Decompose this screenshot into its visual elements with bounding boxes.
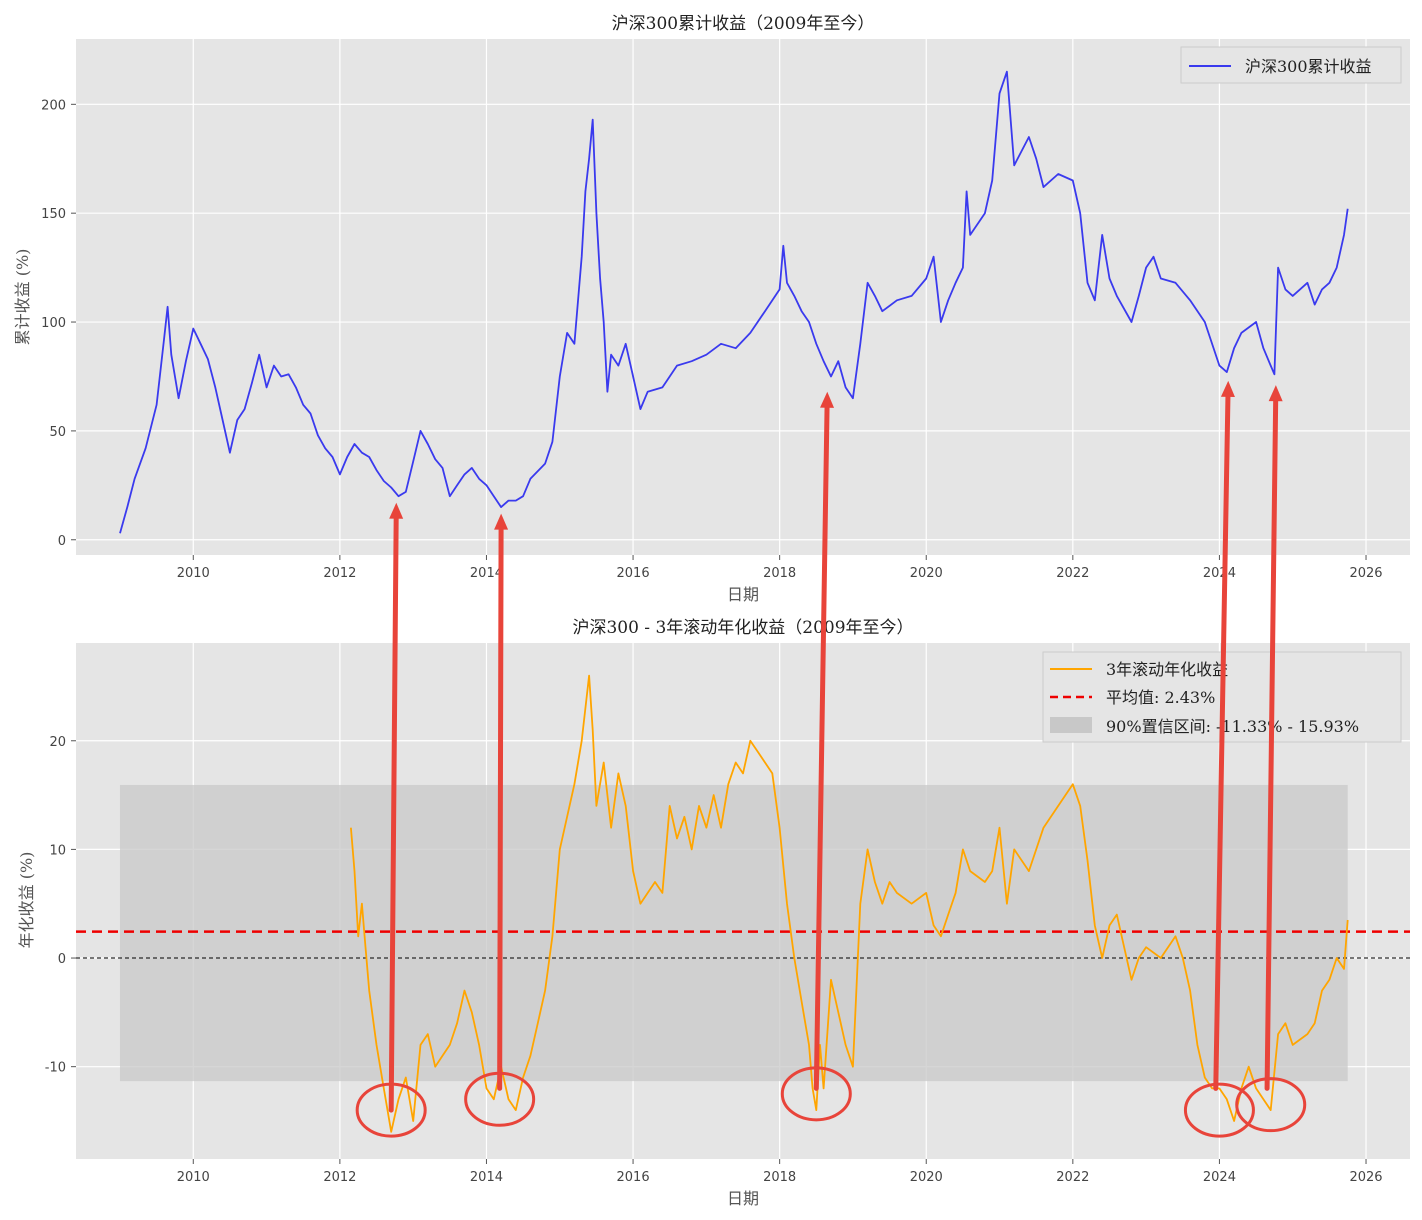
plot-area-top: [76, 39, 1410, 555]
legend-swatch-band: [1050, 717, 1092, 733]
legend-label-cumulative: 沪深300累计收益: [1245, 57, 1372, 76]
grid-top: [76, 39, 1410, 555]
x-ticks-top: 2010 2012 2014 2016 2018 2020 2022 2024 2026: [177, 555, 1383, 581]
cumulative-return-chart: 沪深300累计收益（2009年至今） 日期 累计收益 (%) 2010 2012 2…: [13, 14, 1410, 604]
legend-label-mean: 平均值: 2.43%: [1106, 688, 1215, 707]
chart-title-top: 沪深300累计收益（2009年至今）: [612, 14, 875, 34]
arrow-head: [494, 513, 509, 530]
arrow-head: [1268, 385, 1283, 402]
y-tick-label: -10: [45, 1061, 66, 1076]
y-tick-label: 100: [41, 316, 66, 331]
low-point-circle: [1235, 1077, 1307, 1133]
chart-title-bottom: 沪深300 - 3年滚动年化收益（2009年至今）: [572, 618, 913, 638]
x-tick-label: 2010: [177, 1170, 210, 1185]
x-tick-label: 2014: [470, 1170, 503, 1185]
arrow-head: [389, 502, 404, 519]
arrow-shaft: [813, 405, 830, 1091]
y-axis-label-top: 累计收益 (%): [13, 249, 32, 346]
x-tick-label: 2020: [910, 566, 943, 581]
y-tick-label: 10: [49, 843, 66, 858]
legend-top: 沪深300累计收益: [1180, 46, 1402, 84]
x-tick-label: 2018: [763, 566, 796, 581]
legend-label-rolling: 3年滚动年化收益: [1106, 660, 1228, 679]
x-tick-label: 2012: [323, 1170, 356, 1185]
annotation-arrows: [388, 380, 1283, 1113]
arrow-shaft: [497, 527, 504, 1091]
x-axis-label-top: 日期: [727, 585, 759, 604]
low-point-circle: [1183, 1082, 1255, 1138]
series-bottom: [350, 674, 1349, 1133]
arrow-shaft: [1213, 394, 1231, 1091]
y-tick-label: 200: [41, 98, 66, 113]
x-tick-label: 2016: [617, 1170, 650, 1185]
x-tick-label: 2022: [1056, 566, 1089, 581]
confidence-band: [119, 784, 1348, 1082]
x-tick-label: 2012: [323, 566, 356, 581]
x-tick-label: 2020: [910, 1170, 943, 1185]
arrow-shaft: [388, 516, 399, 1113]
arrow-head: [1220, 380, 1235, 397]
y-tick-label: 0: [58, 534, 66, 549]
x-tick-label: 2024: [1203, 1170, 1236, 1185]
y-tick-label: 0: [58, 952, 66, 967]
x-tick-label: 2022: [1056, 1170, 1089, 1185]
arrow-head: [820, 391, 835, 408]
arrow-shaft: [1264, 398, 1279, 1091]
series-top: [119, 70, 1349, 534]
x-tick-label: 2018: [763, 1170, 796, 1185]
series-line: [350, 674, 1349, 1133]
y-axis-label-bottom: 年化收益 (%): [17, 852, 36, 949]
x-tick-label: 2010: [177, 566, 210, 581]
legend-label-band: 90%置信区间: -11.33% - 15.93%: [1106, 717, 1359, 736]
y-tick-label: 20: [49, 735, 66, 750]
y-tick-label: 50: [49, 425, 66, 440]
rolling-return-chart: 沪深300 - 3年滚动年化收益（2009年至今） 日期 年化收益 (%) 20…: [17, 618, 1410, 1208]
series-line: [119, 70, 1349, 534]
x-tick-label: 2026: [1349, 1170, 1382, 1185]
y-ticks-bottom: -10 0 10 20: [45, 735, 76, 1076]
x-axis-label-bottom: 日期: [727, 1189, 759, 1208]
x-tick-label: 2024: [1203, 566, 1236, 581]
y-ticks-top: 0 50 100 150 200: [41, 98, 76, 549]
x-ticks-bottom: 2010 2012 2014 2016 2018 2020 2022 2024 2026: [177, 1159, 1383, 1185]
x-tick-label: 2016: [617, 566, 650, 581]
y-tick-label: 150: [41, 207, 66, 222]
x-tick-label: 2026: [1349, 566, 1382, 581]
x-tick-label: 2014: [470, 566, 503, 581]
